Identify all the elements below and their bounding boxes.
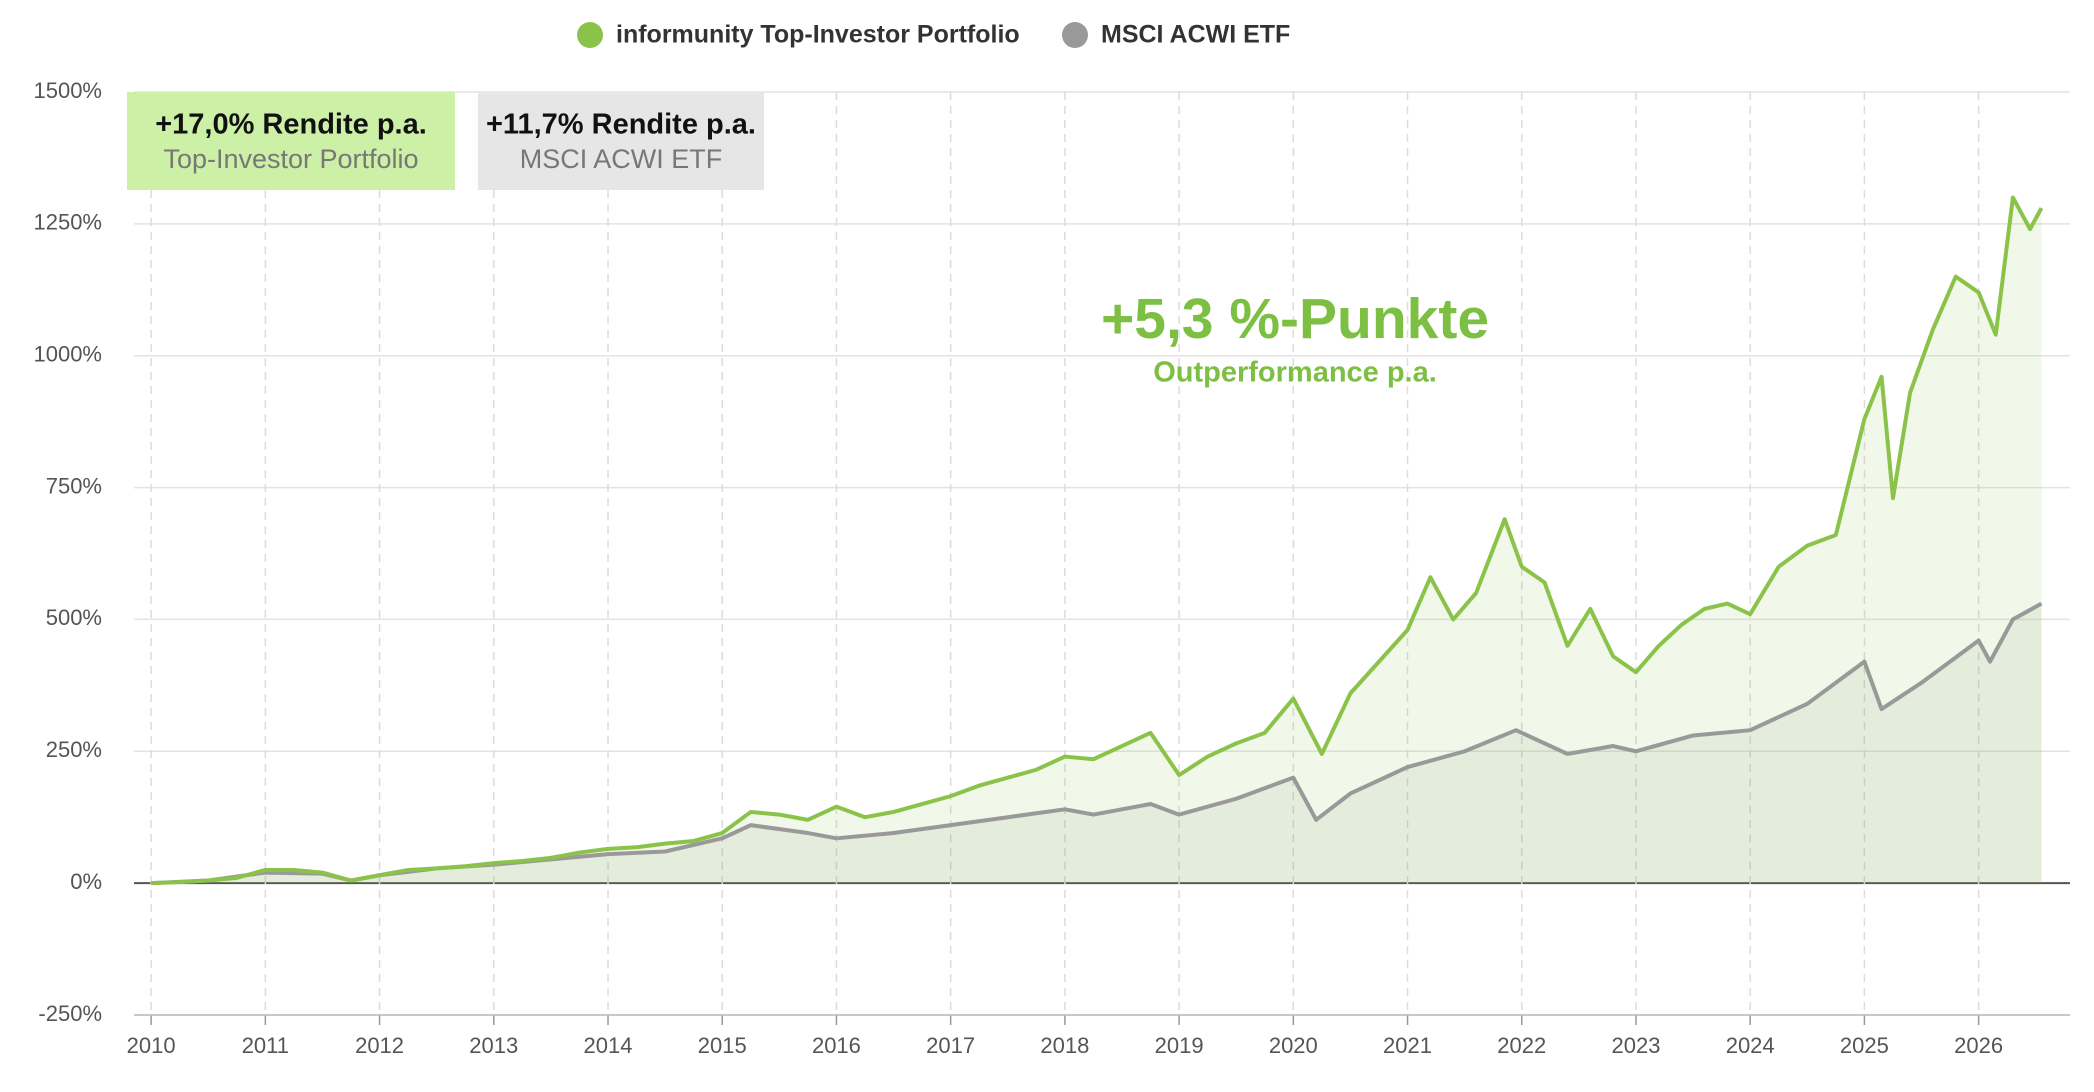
legend-label: MSCI ACWI ETF bbox=[1101, 21, 1290, 49]
summary-box bbox=[478, 92, 764, 190]
x-tick-label: 2011 bbox=[242, 1033, 289, 1058]
x-tick-label: 2020 bbox=[1269, 1033, 1318, 1058]
x-tick-label: 2021 bbox=[1383, 1033, 1432, 1058]
x-tick-label: 2025 bbox=[1840, 1033, 1889, 1058]
y-tick-label: 0% bbox=[70, 869, 102, 894]
y-tick-label: 1000% bbox=[33, 342, 102, 367]
y-tick-label: 1250% bbox=[33, 210, 102, 235]
y-tick-label: 1500% bbox=[33, 78, 102, 103]
x-tick-label: 2016 bbox=[812, 1033, 861, 1058]
summary-box bbox=[127, 92, 455, 190]
legend-label: informunity Top-Investor Portfolio bbox=[616, 21, 1020, 49]
area bbox=[151, 197, 2042, 884]
x-tick-label: 2026 bbox=[1954, 1033, 2003, 1058]
summary-value: +17,0% Rendite p.a. bbox=[155, 109, 427, 141]
y-tick-label: 750% bbox=[46, 473, 102, 498]
x-tick-label: 2013 bbox=[469, 1033, 518, 1058]
y-tick-label: 500% bbox=[46, 605, 102, 630]
x-tick-label: 2024 bbox=[1726, 1033, 1775, 1058]
annotation-title: +5,3 %-Punkte bbox=[1101, 287, 1489, 351]
x-tick-label: 2023 bbox=[1611, 1033, 1660, 1058]
x-tick-label: 2014 bbox=[584, 1033, 633, 1058]
x-tick-label: 2022 bbox=[1497, 1033, 1546, 1058]
legend-marker bbox=[1062, 22, 1088, 48]
x-tick-label: 2017 bbox=[926, 1033, 975, 1058]
annotation-subtitle: Outperformance p.a. bbox=[1153, 357, 1437, 389]
y-tick-label: 250% bbox=[46, 737, 102, 762]
y-tick-label: -250% bbox=[38, 1001, 102, 1026]
x-tick-label: 2012 bbox=[355, 1033, 404, 1058]
area bbox=[151, 603, 2042, 884]
summary-value: +11,7% Rendite p.a. bbox=[486, 109, 756, 141]
summary-label: Top-Investor Portfolio bbox=[163, 144, 418, 174]
x-tick-label: 2018 bbox=[1040, 1033, 1089, 1058]
x-tick-label: 2010 bbox=[127, 1033, 176, 1058]
line bbox=[151, 195, 2044, 886]
legend-marker bbox=[577, 22, 603, 48]
x-tick-label: 2019 bbox=[1155, 1033, 1204, 1058]
x-tick-label: 2015 bbox=[698, 1033, 747, 1058]
summary-label: MSCI ACWI ETF bbox=[520, 144, 723, 174]
